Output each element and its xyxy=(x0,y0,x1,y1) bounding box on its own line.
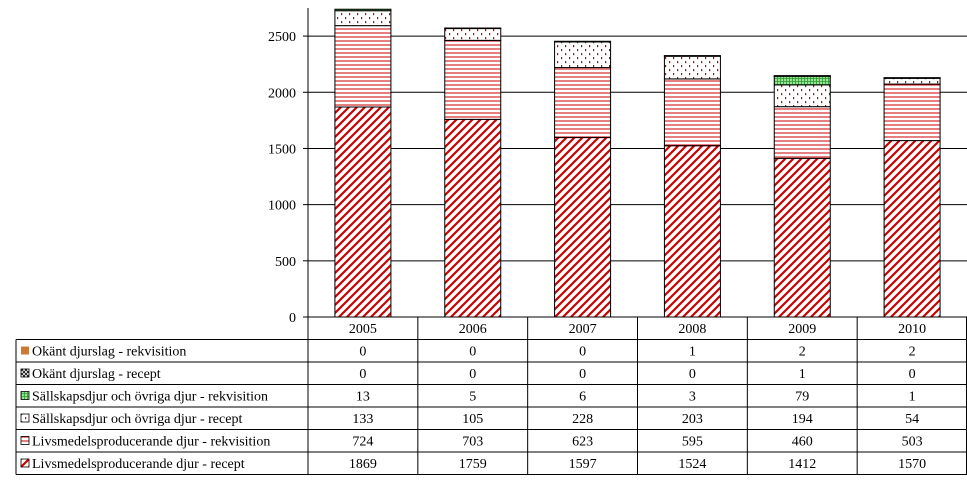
bar-segment-2007-3 xyxy=(554,41,612,69)
data-label: 460 xyxy=(792,435,813,450)
bar-segment-2009-3 xyxy=(773,84,831,108)
bar-segment-2008-6 xyxy=(663,55,721,57)
data-label: 2 xyxy=(909,345,916,360)
data-label: 0 xyxy=(579,345,586,360)
data-label: 503 xyxy=(902,435,923,450)
bar-segment-2009-2 xyxy=(773,106,831,159)
data-label: 79 xyxy=(795,390,809,405)
data-label: 13 xyxy=(356,390,370,405)
data-label: 595 xyxy=(682,435,703,450)
data-label: 1 xyxy=(689,345,696,360)
x-tick-label: 2010 xyxy=(898,322,926,337)
data-label: 203 xyxy=(682,412,703,427)
bar-segment-2008-2 xyxy=(663,78,721,147)
y-axis: 0 500 1000 1500 2000 2500 xyxy=(268,8,309,326)
legend-swatch xyxy=(20,368,30,378)
data-label: 1597 xyxy=(569,457,597,472)
gridlines xyxy=(308,35,967,262)
data-label: 0 xyxy=(359,367,366,382)
data-label: 1869 xyxy=(349,457,377,472)
x-tick-label: 2008 xyxy=(678,322,706,337)
data-label: 0 xyxy=(909,367,916,382)
bar-segment-2005-3 xyxy=(334,10,392,27)
bar-segment-2007-2 xyxy=(554,67,612,139)
bar-segment-2006-2 xyxy=(444,39,502,120)
legend-swatch xyxy=(20,436,30,445)
bar-segment-2009-4 xyxy=(773,75,831,86)
data-label: 0 xyxy=(469,345,476,360)
x-tick-label: 2007 xyxy=(569,322,597,337)
data-label: 3 xyxy=(689,390,696,405)
bar-segment-2006-3 xyxy=(444,28,502,41)
legend-entry: Sällskapsdjur och övriga djur - recept xyxy=(32,412,242,427)
data-label: 0 xyxy=(359,345,366,360)
data-label: 0 xyxy=(689,367,696,382)
bar-segment-2010-2 xyxy=(883,83,941,142)
data-label: 1759 xyxy=(459,457,487,472)
bar-segment-2007-1 xyxy=(554,137,612,318)
data-label: 228 xyxy=(572,412,593,427)
x-tick-label: 2006 xyxy=(459,322,487,337)
bar-segment-2009-6 xyxy=(773,75,831,77)
legend-entry: Okänt djurslag - recept xyxy=(32,367,161,382)
data-label: 1412 xyxy=(788,457,816,472)
bar-segment-2005-2 xyxy=(334,25,392,108)
y-tick-label: 1000 xyxy=(268,199,296,214)
bar-segment-2010-3 xyxy=(883,77,941,85)
data-label: 0 xyxy=(469,367,476,382)
bar-segment-2010-1 xyxy=(883,140,941,318)
data-label: 1570 xyxy=(898,457,926,472)
x-tick-label: 2009 xyxy=(788,322,816,337)
y-tick-label: 0 xyxy=(289,311,296,326)
y-tick-label: 2000 xyxy=(268,86,296,101)
legend-entry: Okänt djurslag - rekvisition xyxy=(32,345,186,360)
bars xyxy=(334,8,941,318)
data-label: 133 xyxy=(352,412,373,427)
bar-segment-2007-4 xyxy=(554,40,612,43)
data-label: 105 xyxy=(462,412,483,427)
legend-entry: Sällskapsdjur och övriga djur - rekvisit… xyxy=(32,390,268,405)
bar-segment-2006-4 xyxy=(444,27,502,30)
legend-swatch xyxy=(20,458,30,468)
data-label: 1 xyxy=(799,367,806,382)
data-label: 0 xyxy=(579,367,586,382)
bar-segment-2008-3 xyxy=(663,55,721,80)
data-label: 6 xyxy=(579,390,586,405)
legend-swatch xyxy=(20,391,30,400)
bar-segment-2008-1 xyxy=(663,145,721,318)
data-label: 194 xyxy=(792,412,813,427)
bar-segment-2005-4 xyxy=(334,8,392,12)
data-label: 54 xyxy=(905,412,919,427)
x-tick-label: 2005 xyxy=(349,322,377,337)
legend-swatch xyxy=(20,413,30,423)
data-label: 5 xyxy=(469,390,476,405)
bar-segment-2006-1 xyxy=(444,118,502,318)
data-label: 2 xyxy=(799,345,806,360)
y-tick-label: 500 xyxy=(275,255,296,270)
data-label: 724 xyxy=(352,435,373,450)
data-label: 1524 xyxy=(678,457,706,472)
bar-segment-2010-6 xyxy=(883,77,941,79)
y-tick-label: 2500 xyxy=(268,30,296,45)
bar-segment-2005-1 xyxy=(334,106,392,318)
legend-entry: Livsmedelsproducerande djur - rekvisitio… xyxy=(32,435,270,450)
y-tick-label: 1500 xyxy=(268,142,296,157)
legend-entry: Livsmedelsproducerande djur - recept xyxy=(32,457,245,472)
bar-segment-2009-1 xyxy=(773,157,831,318)
data-label: 703 xyxy=(462,435,483,450)
legend-swatch xyxy=(21,346,29,355)
data-label: 623 xyxy=(572,435,593,450)
data-label: 1 xyxy=(909,390,916,405)
